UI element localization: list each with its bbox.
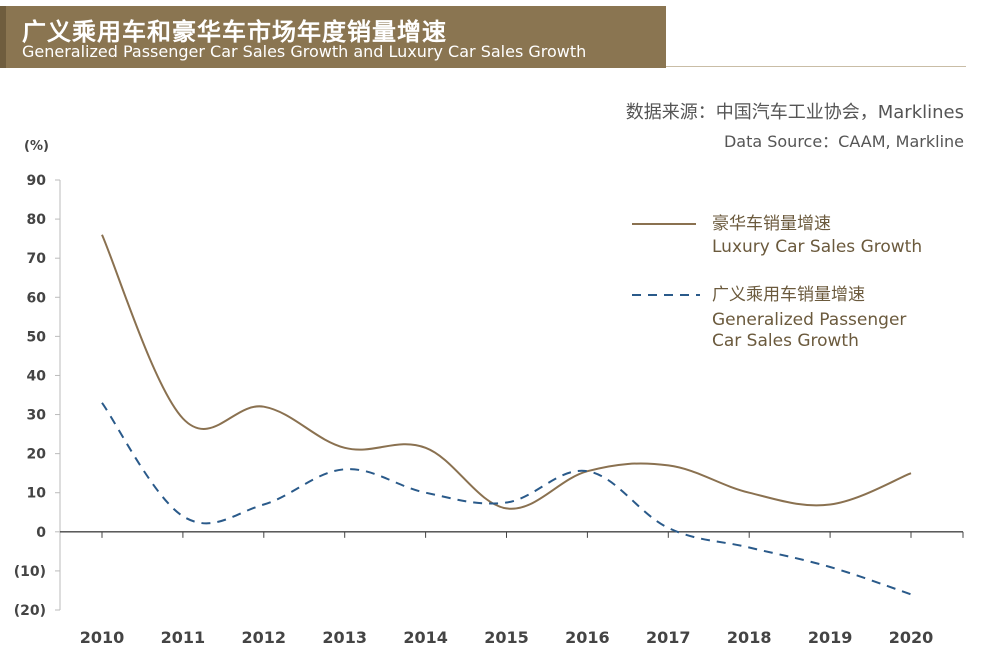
- x-tick-label: 2014: [403, 628, 448, 647]
- y-tick-label: 20: [27, 447, 47, 463]
- x-axis-ticks: 2010 2011 2012 2013 2014 2015 2016 2017 2018 2019…: [80, 531, 964, 647]
- data-source-en: Data Source：CAAM, Markline: [723, 132, 964, 151]
- x-tick-label: 2013: [322, 628, 367, 647]
- y-tick-label: 40: [27, 368, 47, 384]
- legend-passenger-label-en-1: Generalized Passenger: [712, 310, 906, 330]
- y-tick-label: 80: [27, 212, 47, 228]
- y-tick-label: 10: [27, 486, 47, 502]
- x-tick-label: 2020: [889, 628, 934, 647]
- y-tick-label: 30: [27, 408, 47, 424]
- y-tick-label: 0: [36, 525, 46, 541]
- y-tick-label: 70: [27, 251, 47, 267]
- data-source-cn: 数据来源：中国汽车工业协会，Marklines: [625, 102, 964, 123]
- legend-luxury-label-en: Luxury Car Sales Growth: [712, 237, 922, 257]
- series-layer: [101, 234, 912, 596]
- x-tick-label: 2017: [646, 628, 691, 647]
- x-tick-label: 2012: [242, 628, 287, 647]
- chart-title-en: Generalized Passenger Car Sales Growth a…: [22, 42, 587, 61]
- y-tick-label: (20): [14, 603, 46, 619]
- x-tick-label: 2016: [565, 628, 610, 647]
- header-band: [0, 6, 666, 68]
- x-tick-label: 2011: [161, 628, 206, 647]
- y-tick-label: (10): [14, 564, 46, 580]
- legend-passenger-label-en-2: Car Sales Growth: [712, 331, 859, 351]
- x-tick-label: 2010: [80, 628, 125, 647]
- legend: 豪华车销量增速 Luxury Car Sales Growth 广义乘用车销量增…: [632, 213, 922, 351]
- passenger-growth-line: [101, 402, 912, 596]
- x-tick-label: 2015: [484, 628, 529, 647]
- header-accent: [0, 6, 6, 68]
- y-tick-label: 90: [27, 173, 47, 189]
- y-axis-ticks: 90 80 70 60 50 40 30 20 10 0 (10) (20): [14, 173, 60, 619]
- chart-title-cn: 广义乘用车和豪华车市场年度销量增速: [22, 18, 447, 46]
- legend-luxury-label-cn: 豪华车销量增速: [712, 213, 831, 234]
- x-tick-label: 2019: [808, 628, 853, 647]
- y-tick-label: 60: [27, 290, 47, 306]
- y-tick-label: 50: [27, 329, 47, 345]
- legend-passenger-label-cn: 广义乘用车销量增速: [712, 285, 865, 305]
- x-tick-label: 2018: [727, 628, 772, 647]
- header-rule: [666, 66, 966, 67]
- luxury-growth-line: [101, 234, 912, 510]
- y-unit-label: (%): [24, 139, 49, 154]
